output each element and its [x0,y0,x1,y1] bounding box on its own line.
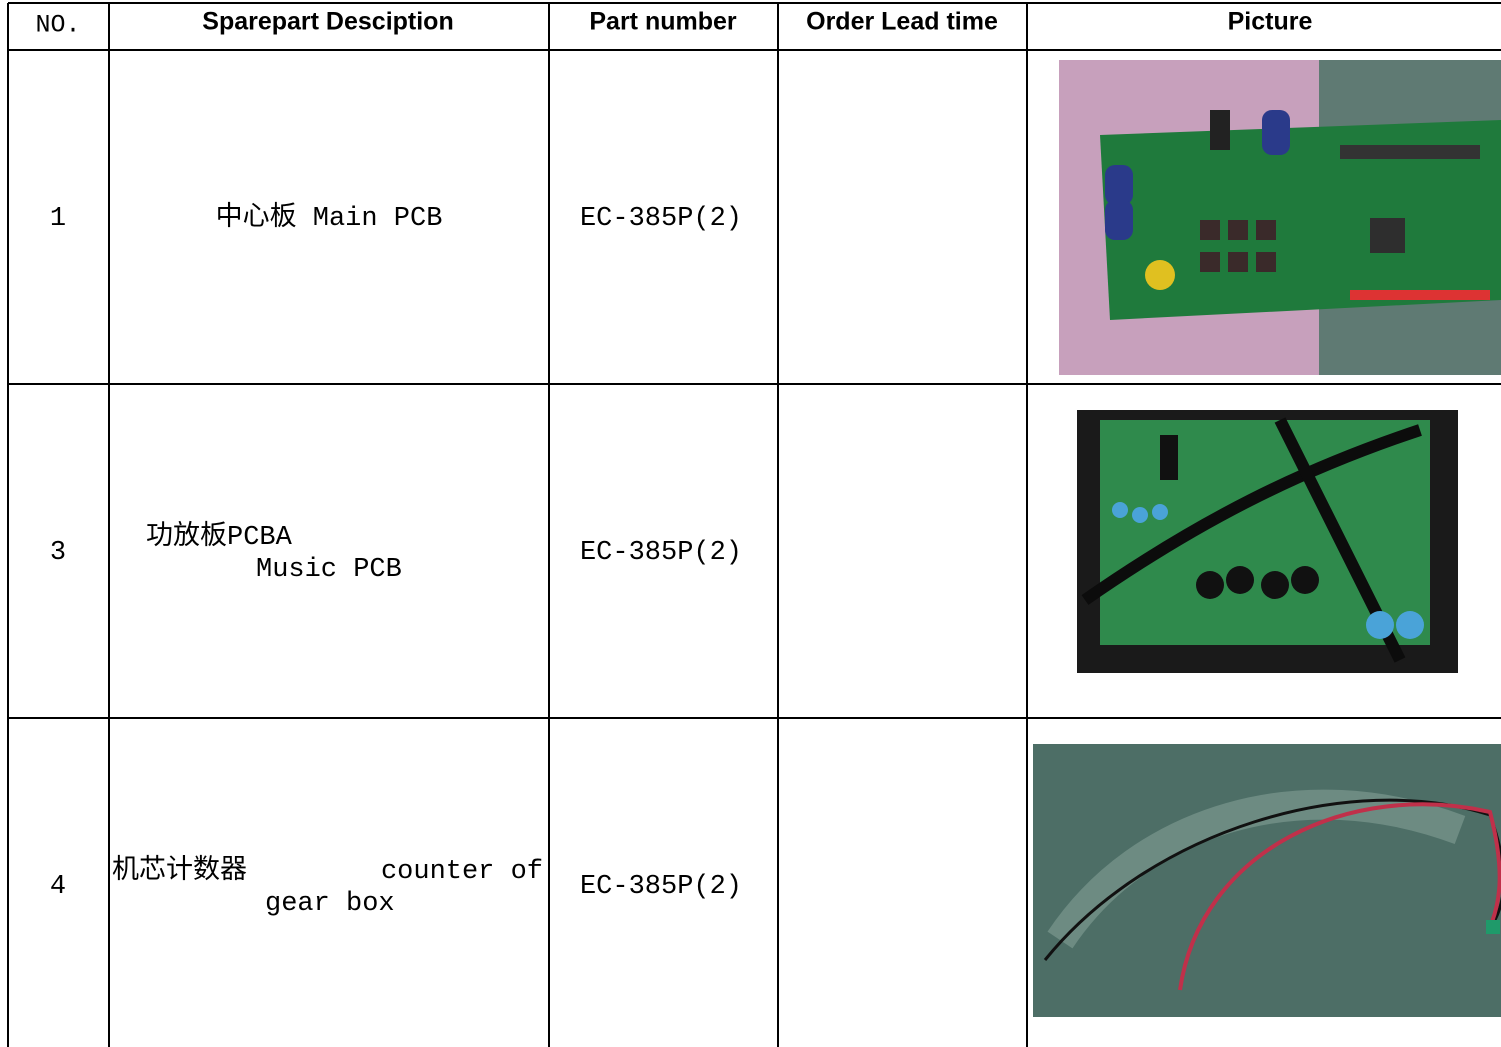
description: Music PCB [256,555,402,585]
part-number: EC-385P(2) [580,872,742,902]
description: 中心板 Main PCB [216,201,443,234]
row-number: 1 [50,204,66,234]
description: 机芯计数器 [112,854,247,887]
part-number: EC-385P(2) [580,204,742,234]
picture-main-pcb [1059,60,1501,375]
header-cell: Order Lead time [806,8,998,36]
row-number: 3 [50,538,66,568]
description: counter of [381,857,543,887]
header-cell: Part number [589,8,737,36]
picture-counter-cable [1033,744,1501,1017]
part-number: EC-385P(2) [580,538,742,568]
header-cell: Sparepart Desciption [202,8,453,36]
table-grid [7,2,1501,1047]
description: 功放板PCBA [146,520,293,553]
header-cell: Picture [1228,8,1313,36]
picture-music-pcb [1077,410,1458,673]
row-number: 4 [50,872,66,902]
header-cell: NO. [35,11,80,40]
description: gear box [265,889,395,919]
